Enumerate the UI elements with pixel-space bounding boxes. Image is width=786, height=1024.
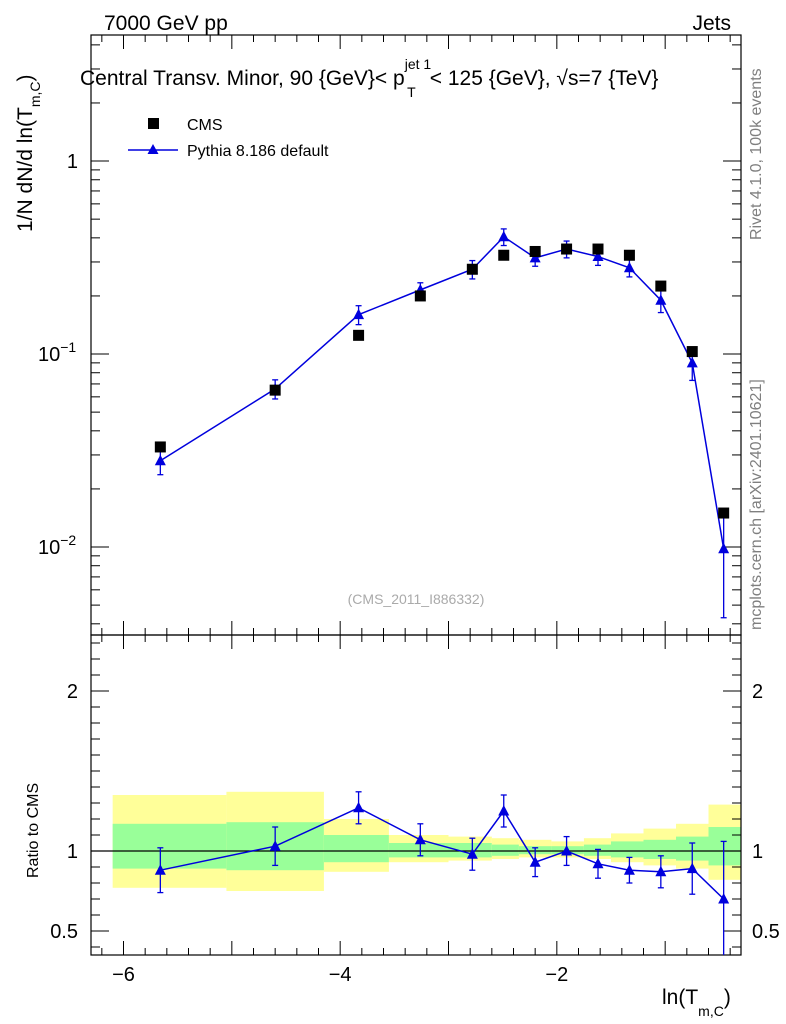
band-inner	[323, 835, 389, 863]
axes: −6 −4 −2 10−2 10−1 1 0.5 0.5 1 1 2 2	[38, 34, 780, 986]
analysis-id: (CMS_2011_I886332)	[348, 591, 485, 607]
cms-point	[686, 346, 698, 358]
cms-point	[592, 243, 604, 255]
legend-data-label: CMS	[187, 117, 223, 134]
cms-point	[154, 441, 166, 453]
mc-point	[353, 308, 365, 320]
process-label: Jets	[692, 12, 731, 35]
mc-point	[592, 250, 604, 262]
legend-mc-label: Pythia 8.186 default	[187, 143, 329, 160]
band-inner	[708, 827, 741, 866]
plot-title-sup: jet 1	[404, 56, 432, 72]
plot-title-tail: < 125 {GeV}, √s=7 {TeV}	[430, 67, 659, 90]
ratio-point	[498, 805, 510, 816]
mc-point	[718, 542, 730, 554]
ratio-bands	[91, 791, 741, 891]
x-tick-label: −4	[329, 964, 352, 986]
ratio-point	[561, 845, 573, 856]
cms-point	[466, 263, 478, 275]
ratio-point	[466, 848, 478, 859]
mc-point	[686, 356, 698, 368]
x-tick-label: −6	[112, 964, 135, 986]
ratio-point	[154, 864, 166, 875]
ratio-point	[592, 857, 604, 869]
legend-data-marker	[148, 118, 159, 129]
ratio-y-tick-label: 0.5	[50, 921, 78, 943]
ratio-point	[686, 862, 698, 874]
band-inner	[112, 823, 227, 869]
legend-mc-marker	[147, 144, 159, 154]
cms-point	[623, 249, 635, 261]
main-ylabel-suffix: )	[14, 74, 37, 81]
x-tick-label: −2	[545, 964, 568, 986]
ratio-y-tick-label-right: 2	[752, 681, 763, 703]
ratio-y-tick-label: 2	[67, 681, 78, 703]
mc-point	[529, 251, 541, 263]
y-tick-label: 1	[67, 151, 78, 173]
band-inner	[448, 843, 492, 858]
cms-point	[655, 280, 667, 292]
ratio-point	[353, 801, 365, 813]
cms-point	[353, 329, 365, 341]
ratio-point	[414, 833, 426, 845]
plot-title: Central Transv. Minor, 90 {GeV}< pjet 1 T…	[80, 56, 658, 100]
cms-point	[498, 249, 510, 261]
ratio-ylabel: Ratio to CMS	[25, 783, 42, 878]
ratio-xlabel-prefix: ln(T	[662, 986, 698, 1009]
ratio-point	[718, 893, 730, 904]
band-inner	[388, 843, 449, 858]
mc-point	[154, 454, 166, 466]
ratio-xlabel-suffix: )	[724, 986, 731, 1009]
band-inner	[491, 844, 519, 856]
plot-title-main: Central Transv. Minor, 90 {GeV}< p	[80, 67, 405, 90]
side-label-bottom: mcplots.cern.ch [arXiv:2401.10621]	[748, 379, 765, 630]
ratio-y-tick-label: 1	[67, 841, 78, 863]
y-tick-label: 10−2	[38, 532, 76, 559]
side-label-top: Rivet 4.1.0, 100k events	[748, 68, 765, 240]
cms-point	[718, 507, 730, 519]
plot-title-sub: T	[407, 84, 416, 100]
band-inner	[611, 841, 644, 858]
main-ylabel-prefix: 1/N dN/d ln(T	[14, 107, 37, 232]
mc-point	[655, 294, 667, 305]
ratio-y-tick-label-right: 1	[752, 841, 763, 863]
cms-point	[561, 243, 573, 255]
ratio-point	[529, 856, 541, 867]
ratio-xlabel: ln(Tm,C)	[662, 986, 731, 1019]
ratio-frame	[90, 634, 742, 956]
ratio-point	[623, 864, 635, 875]
main-ylabel: 1/N dN/d ln(Tm,C)	[14, 74, 43, 232]
energy-label: 7000 GeV pp	[104, 12, 228, 35]
ratio-y-tick-label-right: 0.5	[752, 921, 780, 943]
cms-point	[414, 290, 426, 302]
mc-line	[159, 235, 725, 549]
ratio-point	[269, 840, 281, 851]
mc-point	[498, 230, 510, 242]
mc-point	[623, 261, 635, 273]
ratio-xlabel-sub: m,C	[698, 1003, 724, 1019]
cms-point	[529, 245, 541, 257]
y-tick-label: 10−1	[38, 339, 76, 366]
ratio-point	[655, 865, 667, 877]
data-marks	[154, 228, 730, 955]
cms-point	[269, 384, 281, 396]
band-inner	[643, 839, 676, 859]
main-ylabel-sub: m,C	[27, 81, 43, 107]
